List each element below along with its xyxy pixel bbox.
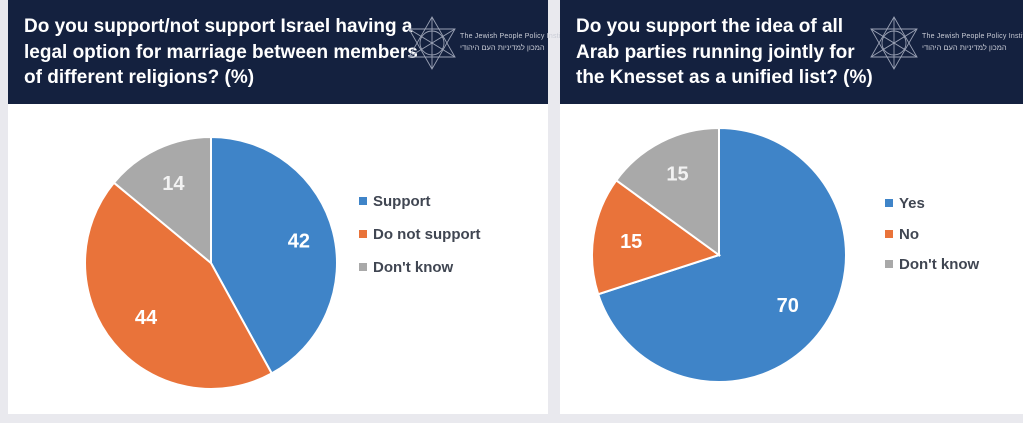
pie-slice-yes	[596, 126, 847, 383]
chart-title: Do you support/not support Israel having…	[24, 16, 418, 88]
chart-title: Do you support the idea of all Arab part…	[576, 16, 873, 88]
star-of-david-icon	[870, 16, 918, 70]
legend-label: Yes	[899, 195, 925, 212]
legend-item-support: Support	[359, 192, 480, 225]
pie-slice-no	[591, 178, 722, 296]
chart-panel-arab-parties: Do you support the idea of all Arab part…	[560, 0, 1023, 414]
chart-legend: Support Do not support Don't know	[359, 192, 480, 291]
pie-slice-support	[210, 135, 338, 375]
legend-label: Don't know	[373, 259, 454, 276]
legend-item-do-not-support: Do not support	[359, 225, 480, 258]
pie-slice-don-t-know	[112, 135, 212, 266]
data-label: 14	[162, 173, 185, 195]
logo-text-english: The Jewish People Policy Institute	[922, 33, 1023, 40]
logo-text-hebrew: המכון למדיניות העם היהודי	[460, 43, 545, 52]
pie-chart: 42 44 14	[84, 135, 338, 390]
chart-legend: Yes No Don't know	[885, 194, 979, 286]
jppi-logo: The Jewish People Policy Institute המכון…	[868, 14, 1023, 78]
data-label: 70	[777, 295, 799, 317]
chart-panel-marriage: Do you support/not support Israel having…	[8, 0, 573, 414]
logo-text-hebrew: המכון למדיניות העם היהודי	[922, 43, 1007, 52]
legend-swatch	[885, 199, 893, 207]
data-label: 44	[135, 307, 158, 329]
pie-chart: 70 15 15	[591, 126, 847, 383]
legend-swatch	[359, 197, 367, 205]
logo-text-english: The Jewish People Policy Institute	[460, 33, 574, 40]
legend-item-dont-know: Don't know	[885, 255, 979, 286]
legend-swatch	[359, 230, 367, 238]
jppi-logo: The Jewish People Policy Institute המכון…	[406, 14, 573, 78]
legend-label: Don't know	[899, 256, 980, 273]
chart-header: Do you support/not support Israel having…	[8, 0, 573, 104]
pie-slice-do-not-support	[84, 181, 274, 390]
legend-swatch	[885, 229, 893, 238]
legend-label: Support	[373, 193, 431, 210]
data-label: 15	[666, 164, 688, 186]
data-label: 15	[620, 231, 642, 253]
legend-swatch	[885, 260, 893, 268]
pie-slice-don-t-know	[614, 126, 720, 257]
legend-item-yes: Yes	[885, 194, 979, 225]
legend-label: No	[899, 225, 919, 243]
star-of-david-icon	[408, 16, 456, 70]
legend-item-no: No	[885, 225, 979, 256]
data-label: 42	[288, 230, 310, 252]
legend-label: Do not support	[373, 226, 481, 243]
chart-header: Do you support the idea of all Arab part…	[560, 0, 1023, 104]
legend-item-dont-know: Don't know	[359, 258, 480, 291]
legend-swatch	[359, 263, 367, 271]
